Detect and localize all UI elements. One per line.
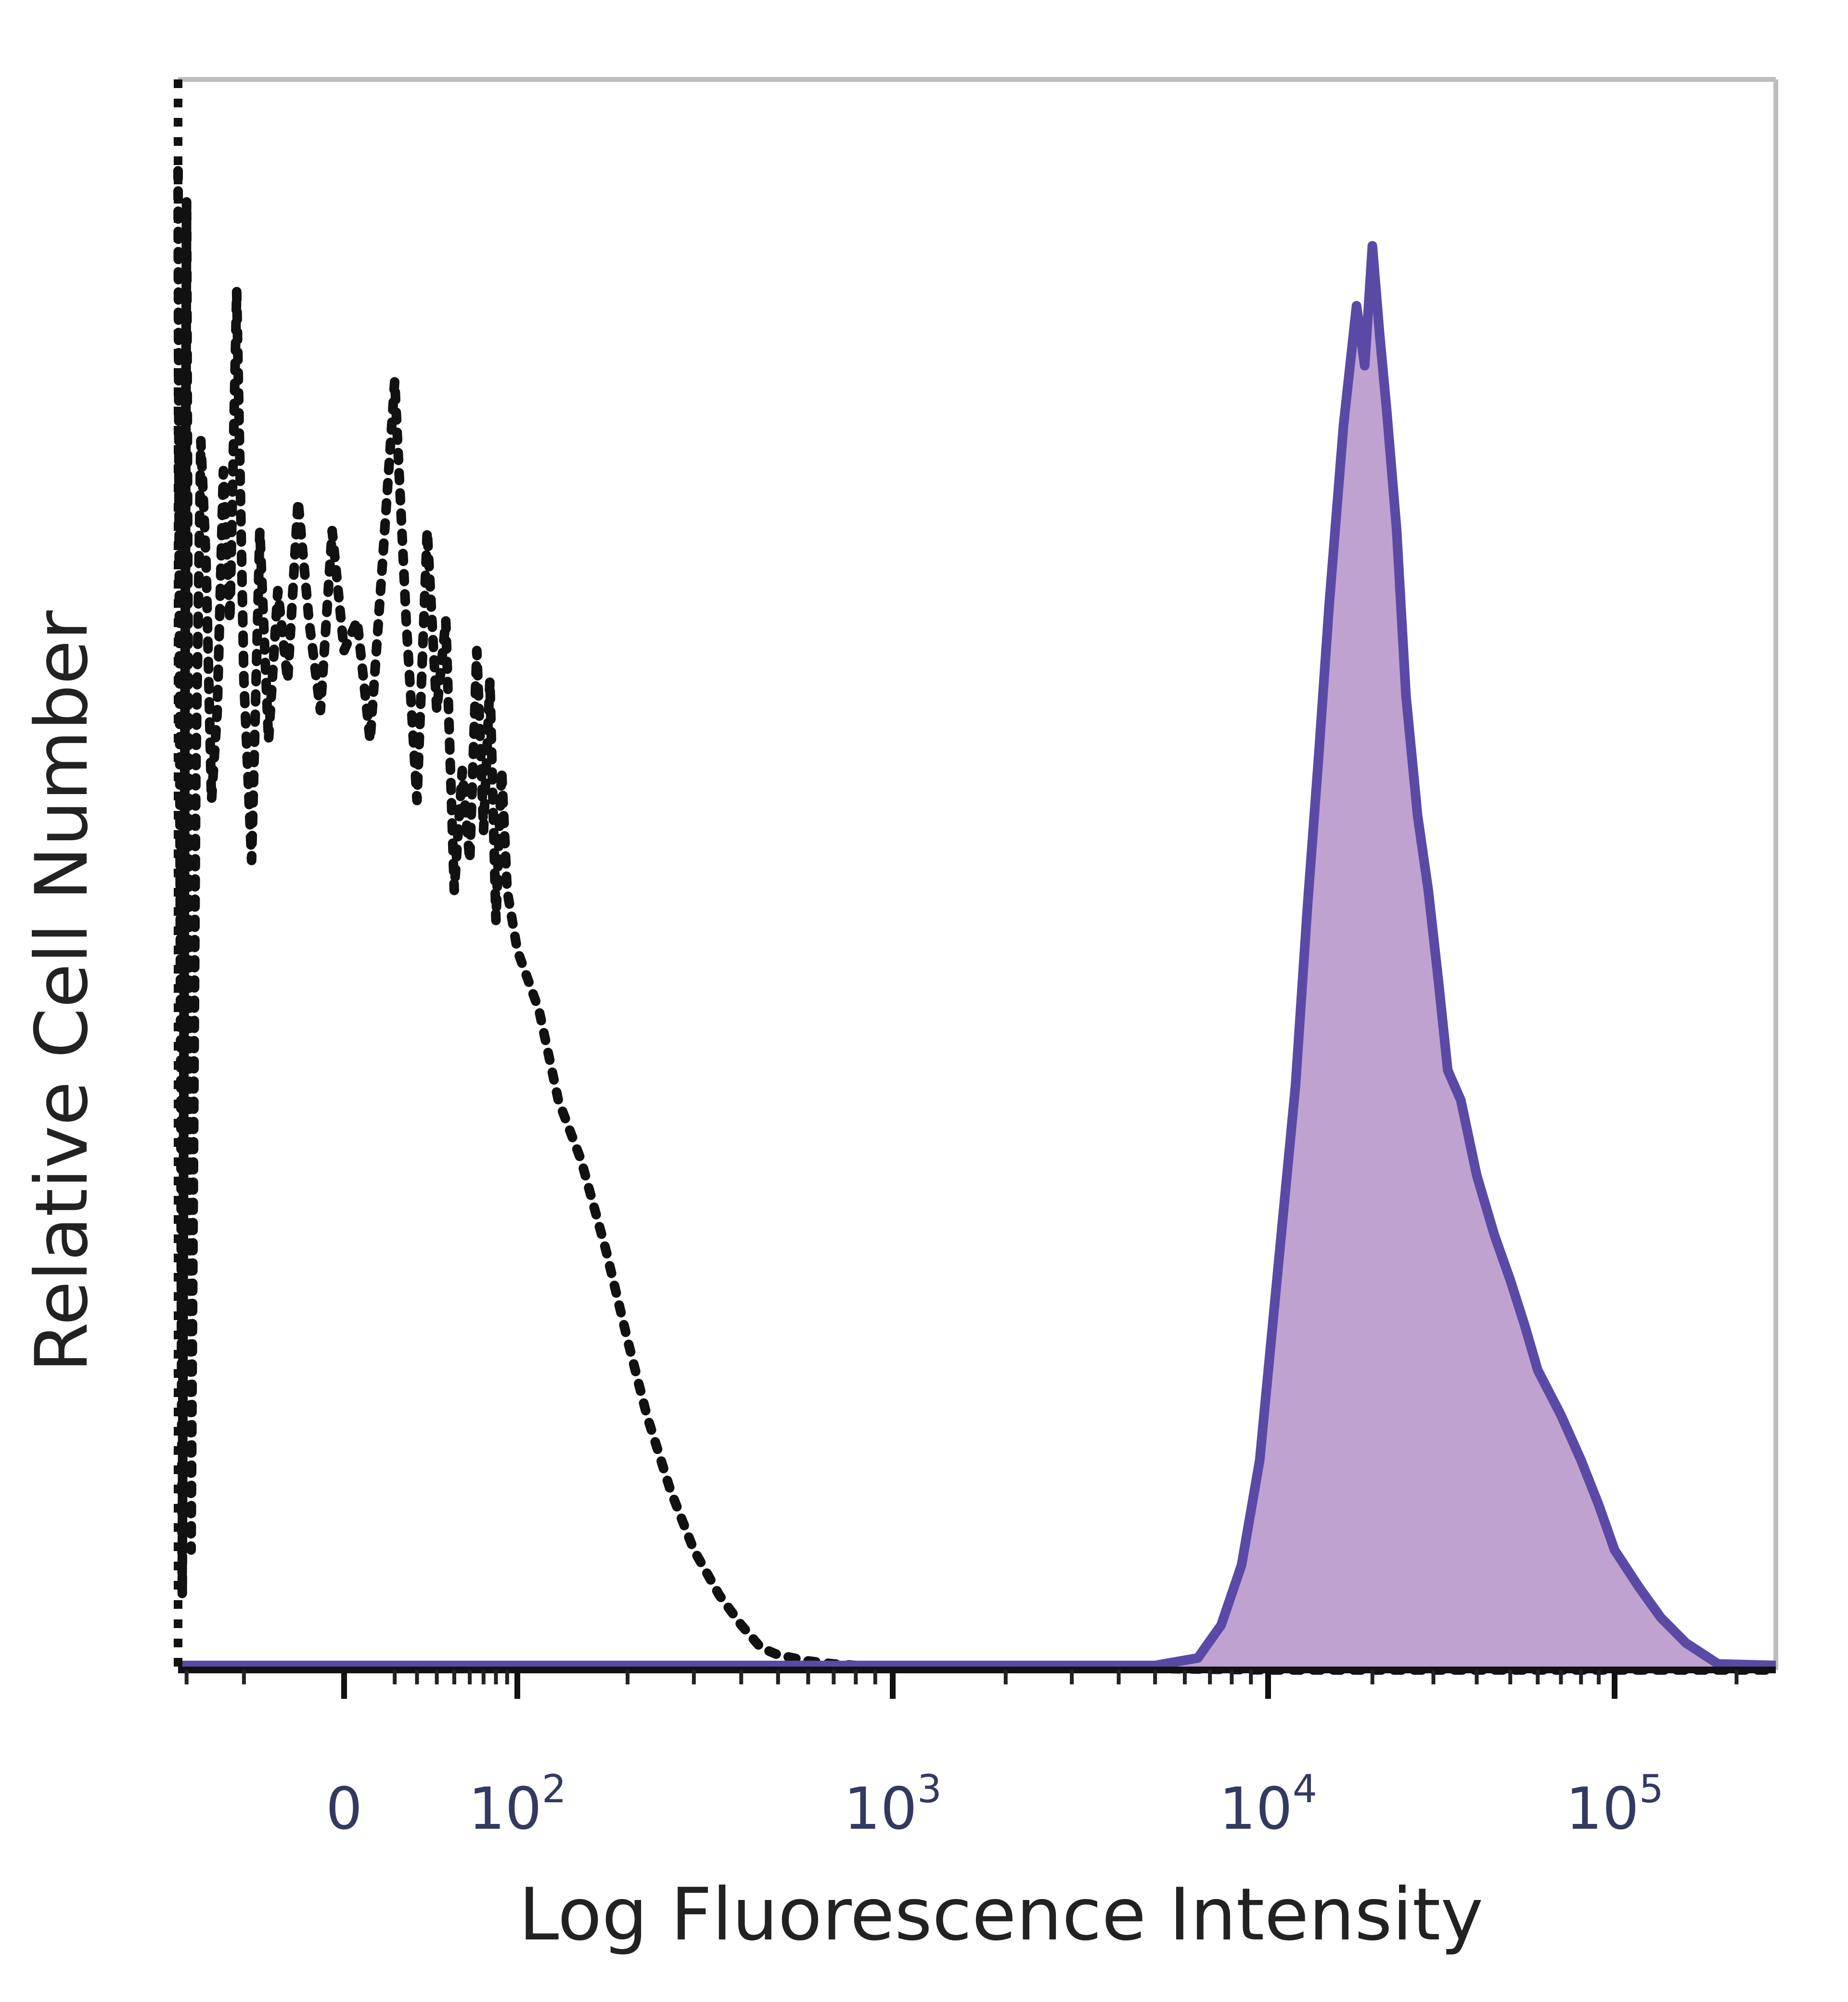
plot-frame: [178, 77, 1778, 1670]
stained-histogram-fill: [178, 245, 1776, 1670]
y-axis-title: Relative Cell Number: [20, 610, 104, 1373]
x-axis-title: Log Fluorescence Intensity: [519, 1873, 1483, 1957]
x-tick-label: 103: [844, 1767, 942, 1843]
x-tick-label: 102: [468, 1767, 566, 1843]
series-layer: [173, 166, 1781, 1675]
x-tick-label: 0: [326, 1776, 362, 1843]
x-tick-label: 105: [1566, 1767, 1664, 1843]
axis-layer: [174, 79, 1776, 1699]
x-tick-label: 104: [1219, 1767, 1317, 1843]
stained-histogram-line: [178, 241, 1776, 1670]
tick-label-layer: 0 102 103 104 105: [326, 1767, 1664, 1843]
